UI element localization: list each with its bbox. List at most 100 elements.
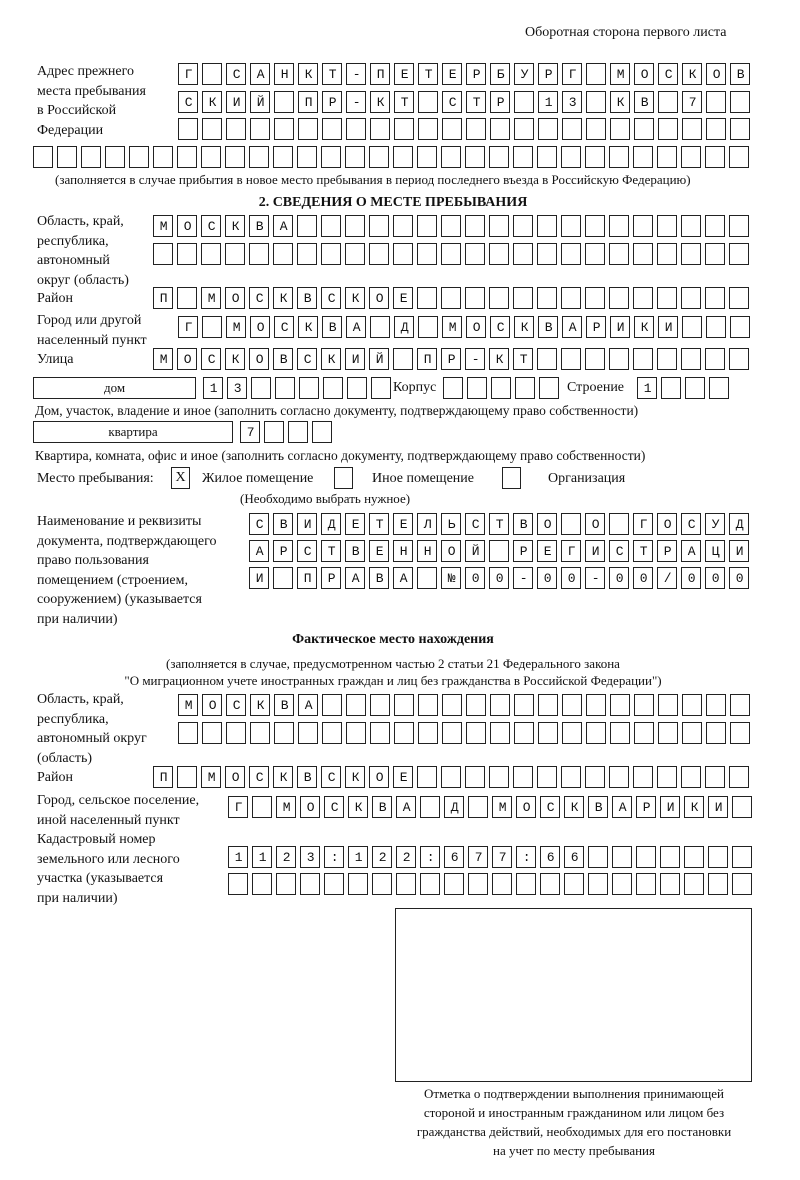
char-box[interactable] [264,421,284,443]
char-box[interactable] [298,118,318,140]
char-box[interactable] [538,316,558,338]
char-box[interactable] [225,243,245,265]
char-box[interactable] [561,348,581,370]
char-box[interactable] [682,316,702,338]
char-box[interactable] [346,722,366,744]
char-box[interactable] [684,796,704,818]
char-box[interactable] [250,316,270,338]
char-box[interactable] [393,215,413,237]
char-box[interactable] [441,215,461,237]
char-box[interactable] [634,63,654,85]
char-box[interactable] [705,348,725,370]
char-box[interactable] [396,873,416,895]
char-box[interactable] [730,63,750,85]
char-box[interactable] [444,846,464,868]
char-box[interactable] [468,873,488,895]
char-box[interactable] [226,91,246,113]
char-box[interactable] [273,513,293,535]
char-box[interactable] [489,215,509,237]
char-box[interactable] [609,243,629,265]
char-box[interactable] [228,796,248,818]
char-box[interactable] [274,316,294,338]
char-box[interactable] [657,513,677,535]
char-box[interactable] [129,146,149,168]
char-box[interactable] [177,215,197,237]
char-box[interactable] [732,796,752,818]
char-box[interactable] [346,118,366,140]
char-box[interactable] [300,796,320,818]
char-box[interactable] [561,215,581,237]
char-box[interactable] [682,118,702,140]
char-box[interactable] [348,796,368,818]
char-box[interactable] [634,722,654,744]
char-box[interactable] [396,846,416,868]
char-box[interactable] [443,377,463,399]
char-box[interactable] [372,873,392,895]
char-box[interactable] [633,243,653,265]
char-box[interactable] [273,540,293,562]
char-box[interactable] [489,540,509,562]
char-box[interactable] [201,215,221,237]
char-box[interactable] [202,316,222,338]
char-box[interactable] [322,316,342,338]
char-box[interactable] [564,796,584,818]
char-box[interactable] [633,513,653,535]
char-box[interactable] [345,348,365,370]
char-box[interactable] [585,513,605,535]
char-box[interactable] [588,873,608,895]
char-box[interactable] [637,377,657,399]
char-box[interactable] [418,722,438,744]
char-box[interactable] [489,243,509,265]
char-box[interactable] [729,766,749,788]
char-box[interactable] [537,215,557,237]
char-box[interactable] [588,796,608,818]
char-box[interactable] [228,846,248,868]
char-box[interactable] [369,540,389,562]
char-box[interactable] [537,243,557,265]
char-box[interactable] [249,540,269,562]
char-box[interactable] [585,146,605,168]
char-box[interactable] [371,377,391,399]
char-box[interactable] [393,540,413,562]
char-box[interactable] [252,846,272,868]
char-box[interactable] [657,540,677,562]
char-box[interactable] [468,796,488,818]
char-box[interactable] [538,694,558,716]
char-box[interactable] [275,377,295,399]
char-box[interactable] [274,91,294,113]
char-box[interactable] [370,63,390,85]
char-box[interactable] [681,513,701,535]
char-box[interactable] [81,146,101,168]
char-box[interactable] [685,377,705,399]
char-box[interactable] [298,316,318,338]
char-box[interactable] [467,377,487,399]
char-box[interactable] [249,215,269,237]
char-box[interactable] [539,377,559,399]
char-box[interactable] [297,348,317,370]
char-box[interactable] [705,146,725,168]
char-box[interactable] [418,63,438,85]
char-box[interactable] [682,63,702,85]
char-box[interactable] [514,91,534,113]
char-box[interactable] [369,146,389,168]
char-box[interactable] [465,287,485,309]
char-box[interactable] [636,796,656,818]
char-box[interactable] [417,513,437,535]
char-box[interactable] [178,722,198,744]
char-box[interactable] [658,91,678,113]
char-box[interactable] [636,873,656,895]
char-box[interactable] [274,118,294,140]
char-box[interactable] [249,513,269,535]
char-box[interactable] [202,91,222,113]
char-box[interactable] [442,63,462,85]
char-box[interactable] [492,873,512,895]
char-box[interactable] [240,421,260,443]
char-box[interactable] [201,146,221,168]
char-box[interactable] [346,694,366,716]
char-box[interactable] [489,146,509,168]
char-box[interactable] [33,146,53,168]
char-box[interactable] [393,513,413,535]
char-box[interactable] [538,91,558,113]
char-box[interactable] [153,348,173,370]
char-box[interactable] [660,873,680,895]
